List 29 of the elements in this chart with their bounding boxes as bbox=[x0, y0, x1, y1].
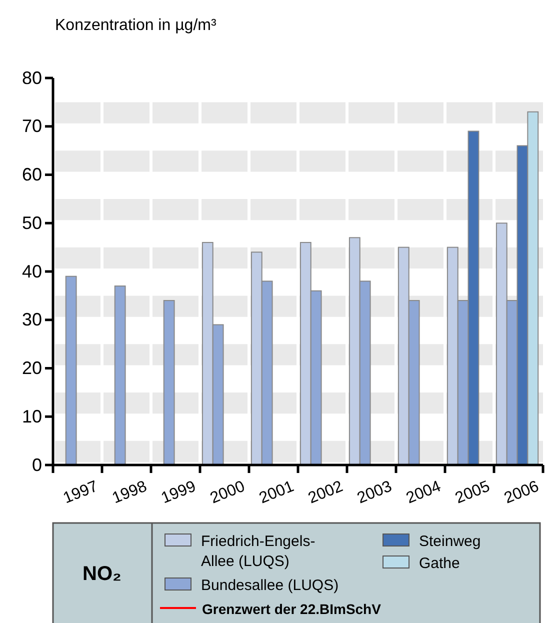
x-tick-label: 1998 bbox=[110, 478, 150, 508]
bar bbox=[114, 286, 126, 466]
x-tick-label: 2001 bbox=[256, 478, 296, 508]
y-axis-title: Konzentration in µg/m³ bbox=[55, 17, 217, 34]
x-tick-label: 2004 bbox=[404, 478, 444, 508]
y-tick-label: 70 bbox=[22, 116, 42, 136]
legend-label: Bundesallee (LUQS) bbox=[201, 577, 339, 594]
y-tick-label: 0 bbox=[32, 454, 42, 475]
x-tick-label: 2006 bbox=[502, 478, 542, 508]
x-tick-label: 2000 bbox=[208, 478, 248, 508]
bar bbox=[65, 276, 77, 466]
y-tick-label: 30 bbox=[22, 310, 42, 330]
bar bbox=[163, 300, 175, 466]
x-tick-label: 1999 bbox=[158, 478, 198, 508]
y-tick-label: 50 bbox=[22, 212, 42, 233]
y-tick-label: 60 bbox=[22, 164, 42, 185]
y-tick-label: 10 bbox=[22, 406, 42, 426]
legend-label: Gathe bbox=[419, 555, 460, 572]
x-tick-label: 2002 bbox=[306, 478, 346, 508]
legend-title: NO₂ bbox=[82, 563, 122, 585]
x-tick-label: 2003 bbox=[354, 478, 394, 508]
x-tick-label: 2005 bbox=[452, 478, 492, 508]
y-tick-label: 20 bbox=[22, 358, 42, 378]
legend-label: Steinweg bbox=[419, 533, 481, 550]
legend-label: Friedrich-Engels-Allee (LUQS) bbox=[201, 533, 316, 570]
x-tick-label: 1997 bbox=[60, 478, 100, 508]
legend-label: Grenzwert der 22.BImSchV bbox=[202, 601, 382, 617]
y-tick-label: 80 bbox=[22, 68, 42, 88]
y-tick-label: 40 bbox=[22, 261, 42, 282]
